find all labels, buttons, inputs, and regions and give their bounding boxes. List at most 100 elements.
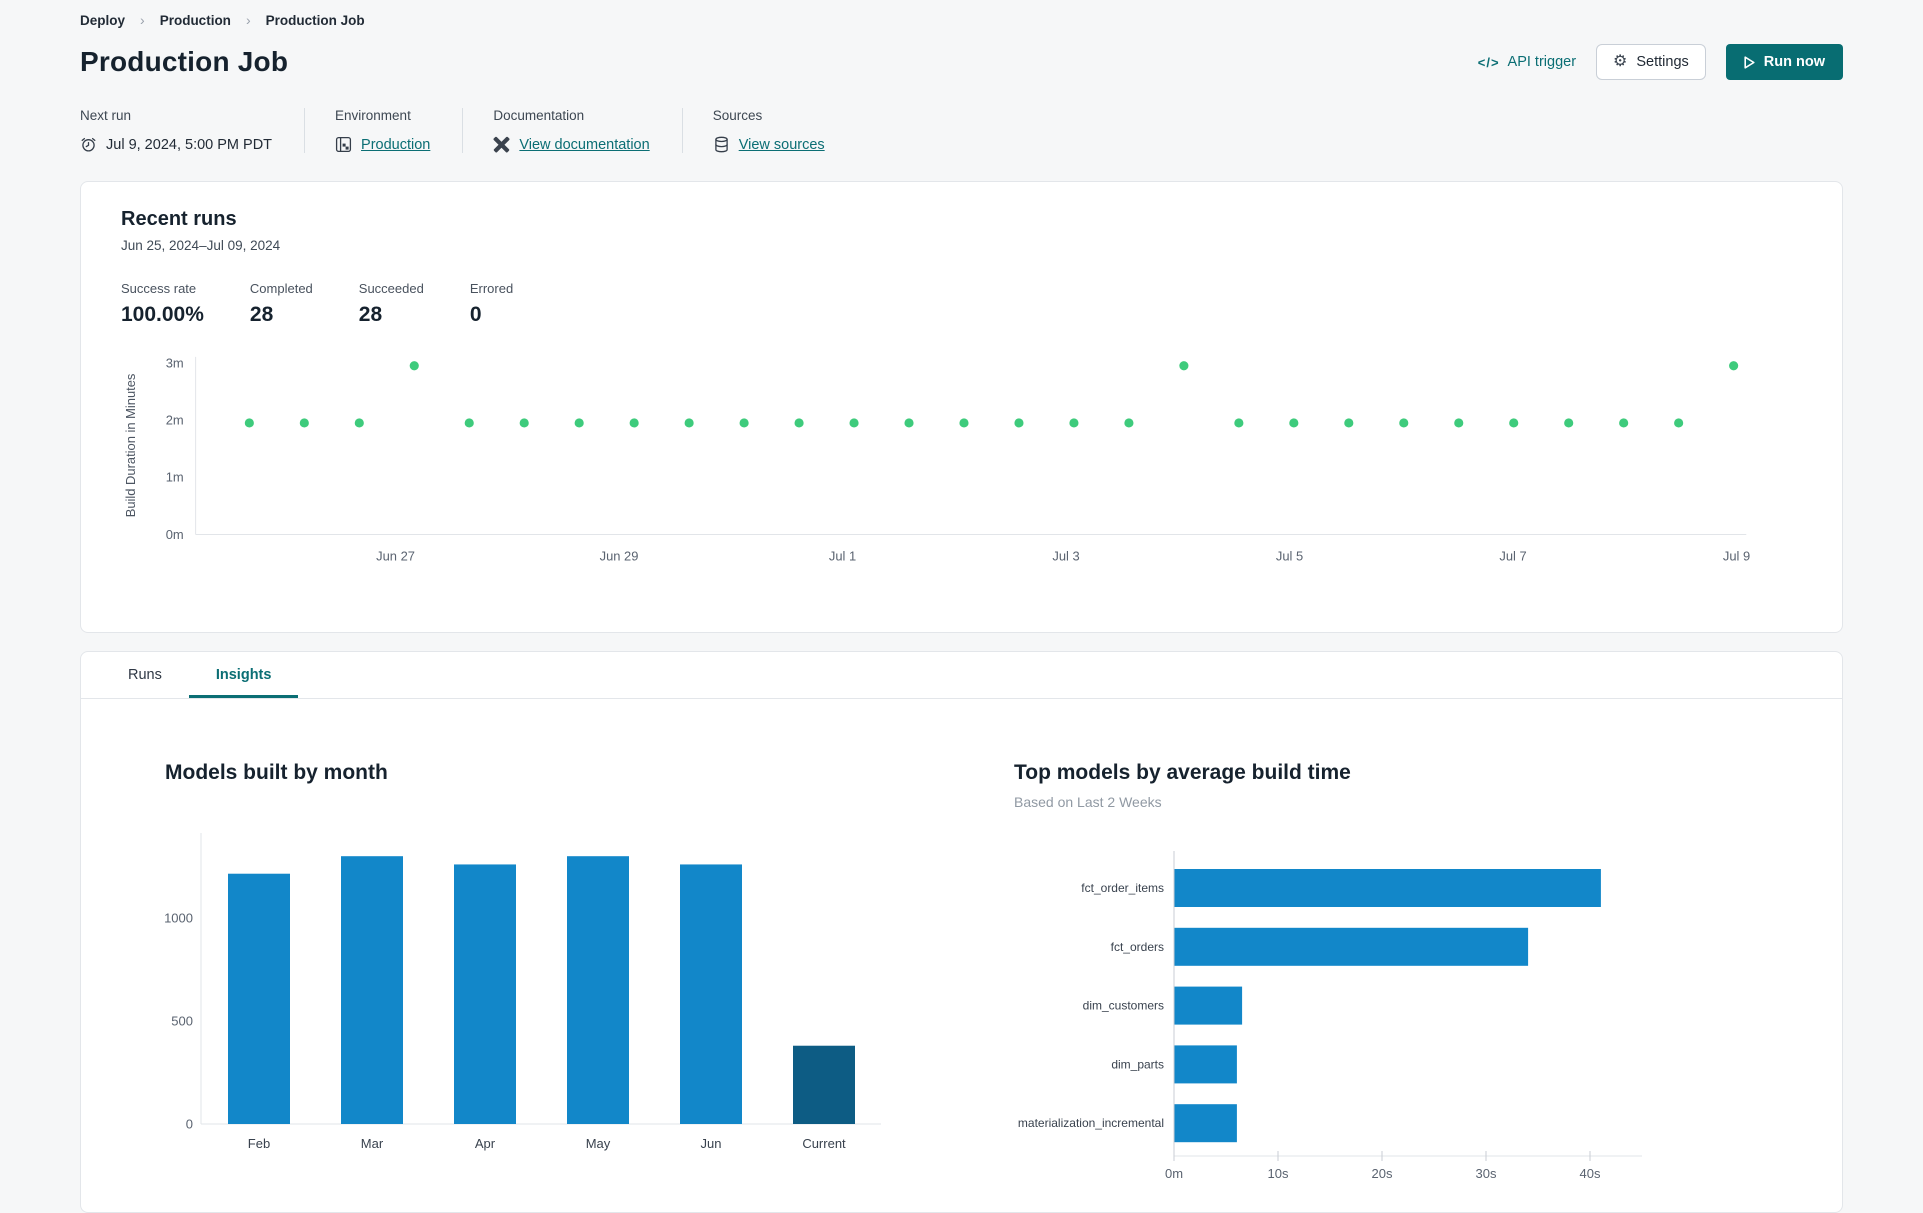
recent-runs-date-range: Jun 25, 2024–Jul 09, 2024	[121, 238, 281, 253]
model-bar	[1174, 927, 1529, 966]
x-tick-label: Jul 9	[1723, 548, 1750, 563]
month-bar	[228, 873, 290, 1124]
y-tick-label: 500	[171, 1013, 193, 1028]
run-now-label: Run now	[1763, 54, 1825, 70]
run-dot[interactable]	[1674, 418, 1684, 428]
x-category-label: Apr	[475, 1136, 496, 1151]
api-trigger-label: API trigger	[1507, 54, 1577, 70]
stat-errored: Errored 0	[470, 281, 513, 327]
run-dot[interactable]	[1399, 418, 1409, 428]
run-dot[interactable]	[684, 418, 694, 428]
title-row: Production Job </> API trigger ⚙ Setting…	[80, 44, 1843, 80]
model-bar	[1174, 986, 1243, 1025]
page-title: Production Job	[80, 46, 289, 77]
recent-runs-title: Recent runs	[121, 208, 237, 230]
settings-button[interactable]: ⚙ Settings	[1596, 44, 1706, 80]
breadcrumb-production-job: Production Job	[265, 12, 365, 28]
run-dot[interactable]	[1564, 418, 1574, 428]
x-category-label: May	[586, 1136, 611, 1151]
run-dot[interactable]	[244, 418, 254, 428]
month-bar	[567, 855, 629, 1124]
models-by-month-title: Models built by month	[165, 760, 388, 784]
stat-value: 0	[469, 303, 482, 326]
view-documentation-link[interactable]: View documentation	[519, 136, 650, 153]
run-dot[interactable]	[629, 418, 639, 428]
run-dot[interactable]	[519, 418, 529, 428]
view-sources-link[interactable]: View sources	[738, 136, 825, 153]
model-bar	[1174, 868, 1601, 907]
build-duration-chart: 0m 1m 2m 3m Build Duration in Minutes Jun 27 J…	[123, 355, 1750, 563]
run-dot[interactable]	[794, 418, 804, 428]
model-label: materialization_incremental	[1018, 1116, 1164, 1130]
model-label: fct_order_items	[1081, 881, 1164, 895]
x-tick-label: 20s	[1372, 1166, 1393, 1181]
run-dot[interactable]	[849, 418, 859, 428]
api-trigger-link[interactable]: </> API trigger	[1478, 54, 1576, 70]
run-dot[interactable]	[1454, 418, 1464, 428]
run-dot[interactable]	[574, 418, 584, 428]
run-dot[interactable]	[299, 418, 309, 428]
tab-runs[interactable]: Runs	[128, 666, 162, 683]
code-icon: </>	[1477, 54, 1500, 70]
run-dot[interactable]	[1069, 418, 1079, 428]
stat-value: 28	[249, 303, 274, 326]
recent-runs-card: Recent runs Jun 25, 2024–Jul 09, 2024 Su…	[80, 181, 1843, 633]
x-tick-label: 30s	[1476, 1166, 1497, 1181]
breadcrumb-separator-icon: ›	[245, 12, 251, 28]
run-dot[interactable]	[1344, 418, 1354, 428]
top-models-block: Top models by average build time Based o…	[961, 761, 1842, 1190]
run-dot[interactable]	[1289, 418, 1299, 428]
run-dot[interactable]	[1619, 418, 1629, 428]
gear-icon: ⚙	[1613, 53, 1628, 70]
header-actions: </> API trigger ⚙ Settings Run now	[1478, 44, 1843, 80]
run-dot[interactable]	[1509, 418, 1519, 428]
y-tick-label: 1000	[165, 910, 193, 925]
run-dot[interactable]	[1179, 361, 1189, 371]
run-dot[interactable]	[1729, 361, 1739, 371]
model-bar	[1174, 1044, 1237, 1083]
x-tick-label: Jun 27	[376, 548, 415, 563]
environment-group: Environment Production	[335, 108, 464, 153]
run-now-button[interactable]: Run now	[1725, 44, 1843, 80]
play-icon	[1744, 55, 1755, 69]
stat-label: Completed	[249, 281, 313, 296]
build-duration-chart-wrap: 0m 1m 2m 3m Build Duration in Minutes Jun 27 J…	[121, 343, 1802, 604]
tab-insights[interactable]: Insights	[189, 652, 299, 698]
insights-charts: Models built by month 0 500 1000 Feb Mar Apr M…	[81, 699, 1842, 1190]
breadcrumb-deploy[interactable]: Deploy	[80, 12, 126, 28]
alarm-clock-icon	[80, 136, 97, 153]
models-by-month-block: Models built by month 0 500 1000 Feb Mar Apr M…	[81, 761, 961, 1190]
models-by-month-chart: 0 500 1000 Feb Mar Apr May Jun Current	[165, 832, 881, 1151]
documentation-label: Documentation	[493, 108, 585, 123]
model-label: dim_customers	[1083, 998, 1164, 1012]
y-tick-label: 0m	[166, 527, 184, 542]
breadcrumb-production[interactable]: Production	[159, 12, 231, 28]
x-category-label: Current	[802, 1136, 846, 1151]
run-dot[interactable]	[464, 418, 474, 428]
month-bar	[341, 855, 403, 1124]
breadcrumb-separator-icon: ›	[140, 12, 145, 28]
x-tick-label: Jul 1	[829, 548, 856, 563]
run-dot[interactable]	[904, 418, 914, 428]
x-tick-label: 0m	[1165, 1166, 1183, 1181]
environment-label: Environment	[335, 108, 411, 123]
recent-runs-stats: Success rate 100.00% Completed 28 Succee…	[121, 281, 1802, 327]
stat-label: Errored	[469, 281, 514, 296]
run-dot[interactable]	[1014, 418, 1024, 428]
run-dot[interactable]	[739, 418, 749, 428]
run-dot[interactable]	[354, 418, 364, 428]
x-category-label: Mar	[361, 1136, 384, 1151]
y-tick-label: 0	[186, 1116, 193, 1131]
model-label: dim_parts	[1111, 1057, 1164, 1071]
month-bar	[793, 1045, 855, 1124]
run-dot[interactable]	[409, 361, 419, 371]
run-dot[interactable]	[1234, 418, 1244, 428]
model-label: fct_orders	[1111, 939, 1164, 953]
top-models-chart: 0m 10s 20s 30s 40s fct_order_items fct_ordersd…	[1018, 850, 1642, 1181]
run-dot[interactable]	[1124, 418, 1134, 428]
insights-card: Runs Insights Models built by month 0 500…	[80, 650, 1843, 1213]
x-tick-label: Jul 7	[1499, 548, 1526, 563]
dbt-logo-icon	[493, 136, 510, 153]
environment-link[interactable]: Production	[361, 136, 431, 153]
run-dot[interactable]	[959, 418, 969, 428]
